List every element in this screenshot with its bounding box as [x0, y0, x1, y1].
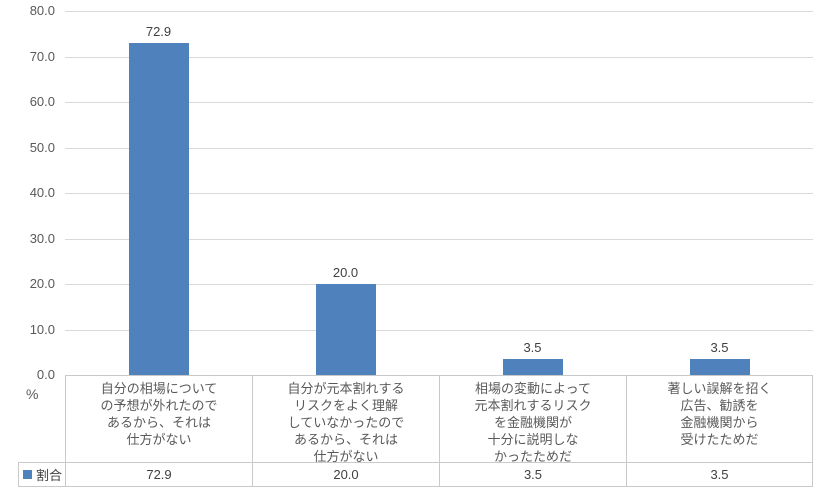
table-value-1: 72.9	[65, 462, 252, 487]
bar-series: 72.9 20.0 3.5 3.5	[65, 11, 813, 375]
table-value-3: 3.5	[439, 462, 626, 487]
legend-label: 割合	[36, 468, 63, 483]
bar-group-1: 72.9	[65, 11, 252, 375]
bar	[128, 43, 189, 375]
y-tick-20: 20.0	[29, 276, 55, 291]
table-corner-spacer	[18, 375, 65, 462]
data-label: 20.0	[332, 265, 359, 280]
bar-group-3: 3.5	[439, 11, 626, 375]
category-label-2: 自分が元本割れする リスクをよく理解 していなかったので あるから、それは 仕方…	[252, 375, 439, 464]
category-label-4: 著しい誤解を招く 広告、勧誘を 金融機関から 受けたためだ	[626, 375, 813, 462]
gridline-10	[65, 329, 813, 331]
legend-swatch-icon	[23, 470, 32, 479]
y-tick-50: 50.0	[29, 139, 55, 155]
y-tick-40: 40.0	[29, 185, 55, 200]
data-label: 72.9	[145, 24, 172, 40]
data-table: 自分の相場について の予想が外れたので あるから、それは 仕方がない 自分が元本…	[18, 375, 813, 487]
gridline-20	[65, 284, 813, 285]
y-tick-30: 30.0	[29, 230, 55, 246]
bar	[502, 359, 563, 375]
gridline-80	[65, 11, 813, 12]
gridline-70	[65, 56, 813, 58]
bar	[315, 284, 376, 375]
gridline-60	[65, 102, 813, 103]
y-tick-10: 10.0	[29, 321, 55, 337]
y-tick-70: 70.0	[29, 48, 55, 64]
gridline-40	[65, 193, 813, 194]
table-value-4: 3.5	[626, 462, 813, 487]
legend-item: 割合	[18, 462, 65, 487]
gridline-30	[65, 238, 813, 240]
plot-area: 72.9 20.0 3.5 3.5	[65, 11, 813, 375]
bar-group-2: 20.0	[252, 11, 439, 375]
category-label-1: 自分の相場について の予想が外れたので あるから、それは 仕方がない	[65, 375, 252, 462]
y-tick-0: 0.0	[36, 367, 55, 382]
y-tick-80: 80.0	[29, 3, 55, 18]
gridline-50	[65, 147, 813, 149]
category-label-3: 相場の変動によって 元本割れするリスク を金融機関が 十分に説明しな かったため…	[439, 375, 626, 464]
table-value-2: 20.0	[252, 462, 439, 487]
y-tick-60: 60.0	[29, 94, 55, 109]
bar-group-4: 3.5	[626, 11, 813, 375]
data-label: 3.5	[523, 340, 542, 356]
bar	[689, 359, 750, 375]
y-axis-unit-label: %	[26, 386, 39, 402]
data-label: 3.5	[710, 340, 729, 356]
